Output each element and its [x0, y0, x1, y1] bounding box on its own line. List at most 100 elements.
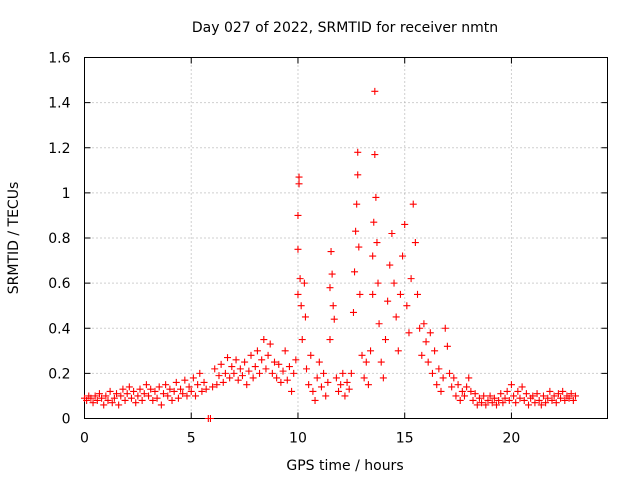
data-point	[371, 87, 379, 95]
x-tick-label: 15	[396, 431, 414, 447]
data-point	[270, 358, 278, 366]
data-point	[140, 390, 148, 398]
data-point	[194, 381, 202, 389]
data-point	[554, 390, 562, 398]
data-point	[113, 390, 121, 398]
data-point	[396, 290, 404, 298]
data-point	[377, 358, 385, 366]
data-point	[565, 394, 573, 402]
data-point	[236, 365, 244, 373]
data-point	[183, 392, 191, 400]
data-point	[311, 396, 319, 404]
data-point	[497, 390, 505, 398]
data-point	[332, 374, 340, 382]
data-point	[91, 392, 99, 400]
data-point	[557, 394, 565, 402]
data-point	[200, 378, 208, 386]
data-point	[266, 340, 274, 348]
data-point	[249, 374, 257, 382]
y-tick-labels: 0 0.2 0.4 0.6 0.8 1 1.2 1.4 1.6	[48, 51, 70, 428]
data-point	[260, 336, 268, 344]
data-point	[569, 396, 577, 404]
data-point	[567, 390, 575, 398]
data-point	[352, 227, 360, 235]
y-axis-label: SRMTID / TECUs	[6, 182, 22, 295]
data-point	[151, 387, 159, 395]
data-point	[145, 392, 153, 400]
data-point	[535, 396, 543, 404]
data-point	[117, 392, 125, 400]
data-point	[328, 270, 336, 278]
data-point	[499, 399, 507, 407]
data-point	[189, 374, 197, 382]
data-point	[360, 374, 368, 382]
data-point	[439, 374, 447, 382]
data-point	[369, 290, 377, 298]
data-point	[355, 243, 363, 251]
data-point	[539, 392, 547, 400]
data-point	[369, 252, 377, 260]
data-point	[209, 383, 217, 391]
data-point	[452, 392, 460, 400]
data-point	[542, 399, 550, 407]
data-point	[83, 396, 91, 404]
data-point	[253, 347, 261, 355]
data-point	[431, 347, 439, 355]
data-point	[386, 261, 394, 269]
data-point	[177, 385, 185, 393]
data-point	[157, 401, 165, 409]
data-point	[337, 381, 345, 389]
data-point	[290, 369, 298, 377]
data-point	[285, 363, 293, 371]
data-point	[490, 394, 498, 402]
data-point	[307, 351, 315, 359]
data-point	[409, 200, 417, 208]
data-point	[198, 387, 206, 395]
data-point	[247, 351, 255, 359]
data-point	[424, 358, 432, 366]
data-point	[471, 390, 479, 398]
data-point	[164, 392, 172, 400]
data-point	[544, 394, 552, 402]
data-point	[301, 313, 309, 321]
data-point	[351, 268, 359, 276]
data-point	[320, 369, 328, 377]
axis-ticks	[84, 57, 608, 419]
data-point	[119, 385, 127, 393]
data-point	[238, 372, 246, 380]
data-point	[478, 399, 486, 407]
data-point	[571, 392, 579, 400]
data-point	[295, 173, 303, 181]
data-point	[414, 290, 422, 298]
data-point	[300, 279, 308, 287]
y-tick-label: 1.4	[48, 96, 70, 112]
x-tick-labels: 0 5 10 15 20	[80, 431, 520, 447]
data-point	[258, 356, 266, 364]
data-point	[309, 387, 317, 395]
data-point	[405, 329, 413, 337]
data-point	[456, 396, 464, 404]
data-point	[341, 392, 349, 400]
data-point	[226, 374, 234, 382]
data-point	[170, 387, 178, 395]
data-point	[510, 392, 518, 400]
data-point	[221, 369, 229, 377]
data-point	[435, 365, 443, 373]
data-point	[548, 396, 556, 404]
data-point	[507, 381, 515, 389]
data-point	[102, 392, 110, 400]
data-point	[87, 394, 95, 402]
data-point	[482, 401, 490, 409]
data-point	[219, 378, 227, 386]
data-point	[559, 387, 567, 395]
data-point	[339, 369, 347, 377]
data-point	[206, 415, 214, 422]
data-point	[243, 381, 251, 389]
data-point	[371, 151, 379, 159]
data-point	[443, 342, 451, 350]
data-point	[407, 275, 415, 283]
data-point	[108, 399, 116, 407]
data-point	[168, 396, 176, 404]
x-axis-label: GPS time / hours	[286, 458, 403, 474]
x-tick-label: 5	[187, 431, 196, 447]
